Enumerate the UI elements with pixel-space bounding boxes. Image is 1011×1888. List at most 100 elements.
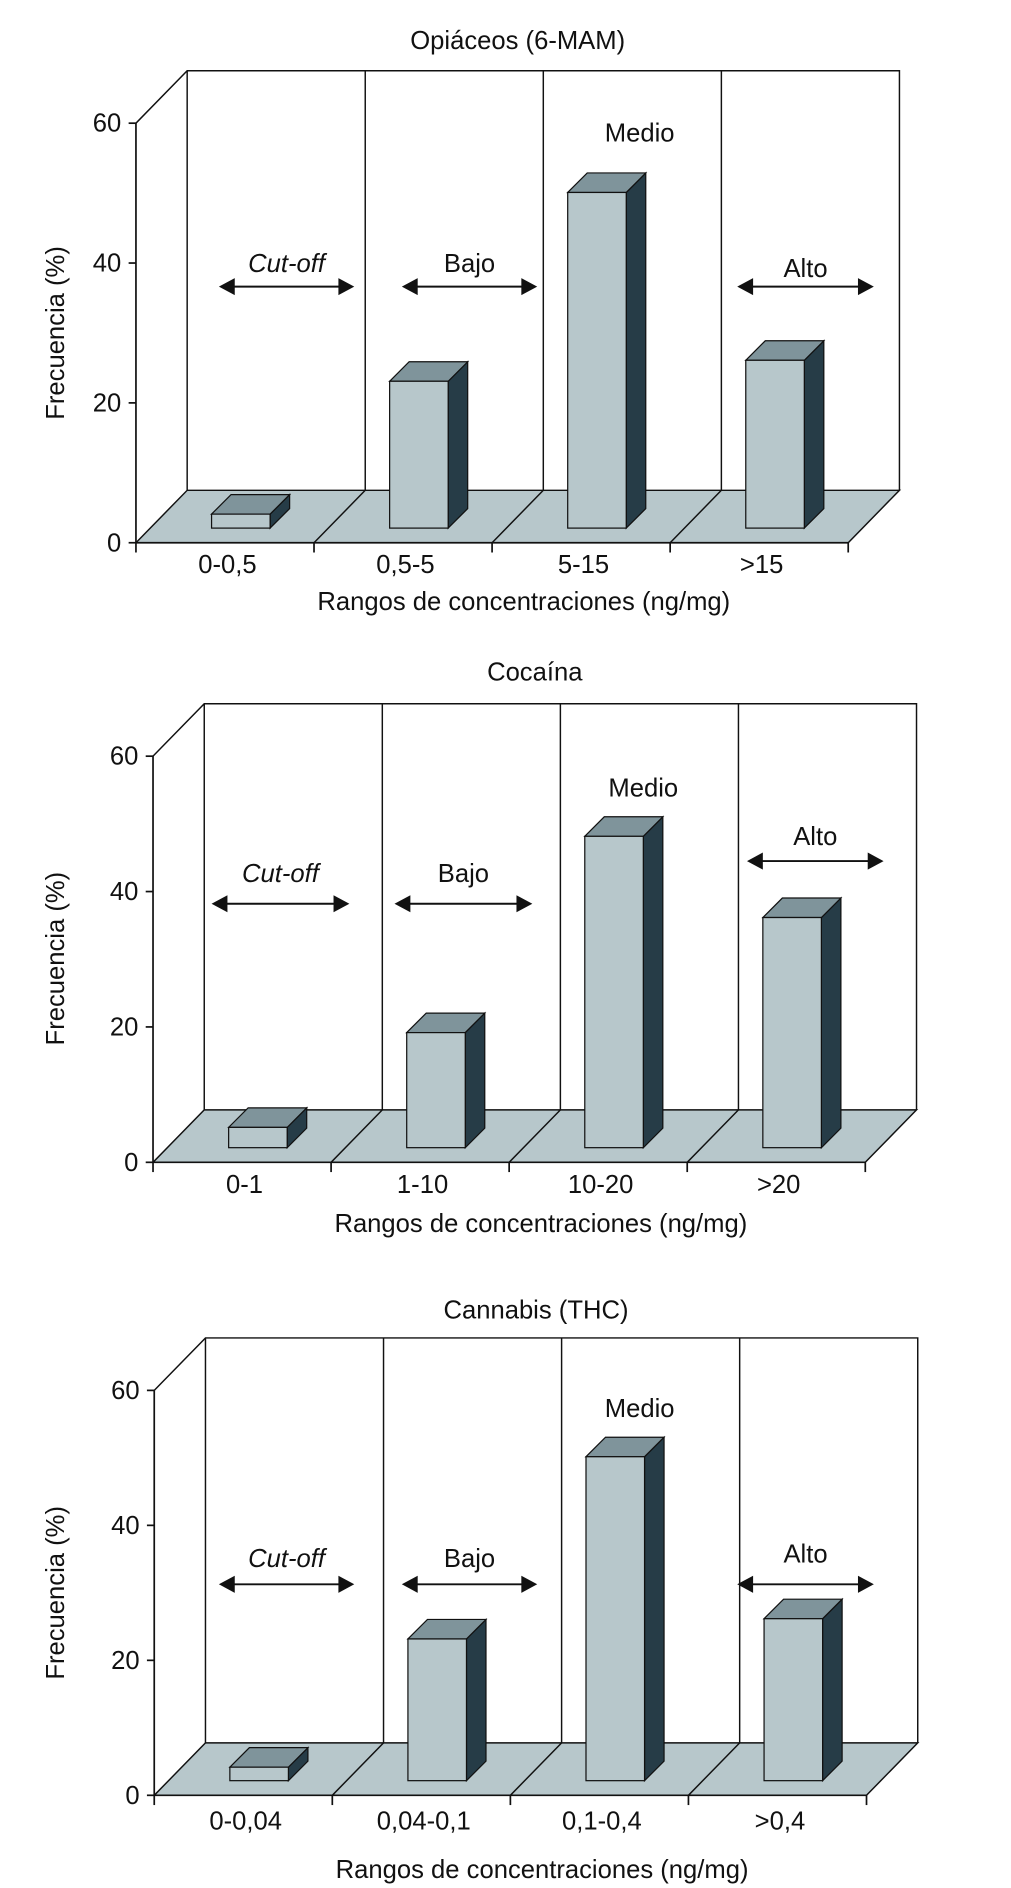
- bar-front: [585, 1456, 646, 1782]
- arrowhead-right-icon: [338, 278, 355, 296]
- annotation-label: Medio: [605, 119, 675, 147]
- y-tick-label: 20: [110, 1013, 138, 1041]
- bar-3: [761, 896, 843, 1150]
- x-tick-label: 5-15: [558, 551, 609, 579]
- annotation-label: Cut-off: [248, 1545, 328, 1573]
- x-axis-label: Rangos de concentraciones (ng/mg): [336, 1856, 749, 1884]
- bar-2: [584, 1435, 666, 1783]
- arrowhead-right-icon: [867, 852, 884, 870]
- y-axis-label: Frecuencia (%): [42, 872, 70, 1046]
- annotation-label: Medio: [605, 1395, 675, 1423]
- x-axis-label: Rangos de concentraciones (ng/mg): [317, 588, 730, 616]
- chart-title: Cocaína: [487, 659, 583, 687]
- x-tick-label: 0,1-0,4: [562, 1807, 642, 1835]
- x-tick-label: >20: [757, 1171, 800, 1199]
- x-tick-label: >15: [740, 551, 783, 579]
- bar-1: [388, 360, 470, 530]
- y-axis-label: Frecuencia (%): [42, 246, 70, 420]
- bar-front: [762, 916, 822, 1149]
- x-tick-label: 10-20: [568, 1171, 634, 1199]
- chart-title: Opiáceos (6-MAM): [410, 27, 625, 55]
- arrowhead-right-icon: [521, 278, 538, 296]
- arrowhead-left-icon: [401, 278, 418, 296]
- y-tick-label: 60: [111, 1377, 140, 1405]
- annotation-label: Bajo: [444, 1545, 495, 1573]
- annotation-label: Alto: [783, 255, 827, 283]
- arrowhead-right-icon: [333, 895, 350, 913]
- arrowhead-right-icon: [516, 895, 533, 913]
- bar-front: [745, 359, 805, 529]
- bar-0: [228, 1746, 310, 1783]
- bar-front: [763, 1618, 824, 1782]
- bar-front: [406, 1031, 466, 1149]
- arrowhead-left-icon: [218, 1575, 235, 1593]
- x-axis-label: Rangos de concentraciones (ng/mg): [334, 1210, 747, 1238]
- bar-front: [228, 1126, 288, 1149]
- annotation-label: Alto: [793, 823, 837, 851]
- floor-divider: [331, 1742, 385, 1796]
- bar-0: [210, 493, 292, 530]
- bar-front: [229, 1766, 290, 1782]
- arrowhead-right-icon: [857, 278, 874, 296]
- floor-divider: [669, 489, 722, 544]
- bar-side: [821, 1597, 843, 1783]
- y-tick-label: 0: [124, 1149, 138, 1177]
- y-tick-label: 0: [107, 529, 121, 557]
- bar-side: [803, 339, 825, 530]
- chart-2: Cannabis (THC) 0 20 40 60 Frecuencia (%) 0-0,0…: [42, 1296, 920, 1884]
- x-tick-label: 0-1: [226, 1171, 263, 1199]
- bar-side: [465, 1617, 487, 1783]
- y-tick-label: 60: [110, 743, 138, 771]
- floor-divider: [491, 489, 544, 544]
- y-tick-label: 20: [111, 1647, 140, 1675]
- bar-2: [583, 815, 665, 1150]
- bar-front: [210, 513, 271, 529]
- floor-divider: [687, 1742, 741, 1796]
- arrowhead-left-icon: [211, 895, 228, 913]
- x-tick-label: 0-0,04: [209, 1807, 282, 1835]
- y-tick-label: 40: [93, 250, 122, 278]
- annotation-label: Cut-off: [242, 860, 322, 888]
- arrowhead-left-icon: [401, 1575, 418, 1593]
- bar-3: [762, 1597, 844, 1783]
- annotation-label: Alto: [783, 1540, 827, 1568]
- y-tick-label: 0: [125, 1782, 139, 1810]
- x-tick-label: 0,04-0,1: [377, 1807, 471, 1835]
- bar-front: [407, 1638, 468, 1782]
- chart-0: Opiáceos (6-MAM) 0 20 40 60 Frecuencia (%) 0-0…: [42, 27, 902, 616]
- floor-divider: [509, 1742, 563, 1796]
- chart-1: Cocaína 0 20 40 60 Frecuencia (%) 0-1 1-10 10-20…: [42, 659, 919, 1238]
- bar-side: [625, 171, 647, 530]
- bar-1: [405, 1011, 487, 1150]
- arrowhead-left-icon: [218, 278, 235, 296]
- y-tick-label: 40: [111, 1512, 140, 1540]
- bar-1: [406, 1617, 488, 1783]
- arrowhead-left-icon: [737, 1575, 754, 1593]
- chart-title: Cannabis (THC): [443, 1296, 628, 1324]
- bar-0: [227, 1106, 309, 1150]
- arrowhead-left-icon: [394, 895, 411, 913]
- y-tick-label: 40: [110, 878, 138, 906]
- bar-front: [389, 380, 449, 529]
- x-tick-label: 0-0,5: [198, 551, 256, 579]
- y-tick-label: 60: [93, 110, 122, 138]
- bar-front: [584, 835, 644, 1149]
- x-tick-label: 0,5-5: [376, 551, 434, 579]
- annotation-label: Bajo: [438, 860, 489, 888]
- arrowhead-right-icon: [857, 1575, 874, 1593]
- annotation-label: Medio: [608, 774, 678, 802]
- arrowhead-left-icon: [746, 852, 763, 870]
- bar-side: [447, 360, 469, 530]
- bar-3: [744, 339, 826, 530]
- annotation-label: Bajo: [444, 250, 495, 278]
- bar-side: [643, 1435, 665, 1783]
- bar-2: [566, 171, 648, 530]
- x-tick-label: 1-10: [397, 1171, 448, 1199]
- floor-divider: [508, 1109, 561, 1163]
- x-tick-label: >0,4: [755, 1807, 806, 1835]
- y-axis-label: Frecuencia (%): [42, 1506, 70, 1680]
- arrowhead-left-icon: [737, 278, 754, 296]
- y-tick-label: 20: [93, 389, 122, 417]
- bar-side: [464, 1011, 486, 1150]
